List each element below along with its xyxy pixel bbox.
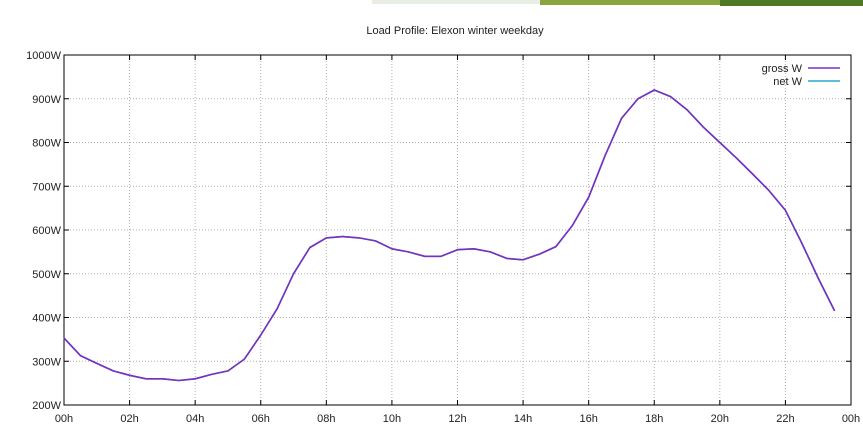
series-line — [63, 89, 836, 382]
x-tick-label: 00h — [842, 413, 860, 425]
y-tick-label: 1000W — [26, 50, 61, 62]
y-tick-label: 600W — [32, 225, 61, 237]
legend-label: gross W — [762, 63, 803, 75]
grid — [64, 55, 851, 405]
x-tick-label: 06h — [252, 413, 270, 425]
x-tick-label: 00h — [55, 413, 73, 425]
tick-labels: 200W 300W 400W 500W 600W 700W 800W 900W 1000W 00h… — [26, 50, 860, 425]
x-tick-label: 12h — [448, 413, 466, 425]
header-decoration — [372, 0, 863, 6]
x-tick-label: 04h — [186, 413, 204, 425]
x-tick-label: 22h — [776, 413, 794, 425]
series-lines — [63, 89, 836, 382]
y-tick-label: 500W — [32, 269, 61, 281]
x-tick-label: 10h — [383, 413, 401, 425]
x-tick-label: 02h — [120, 413, 138, 425]
y-tick-label: 400W — [32, 313, 61, 325]
x-tick-label: 20h — [711, 413, 729, 425]
y-tick-label: 800W — [32, 138, 61, 150]
y-tick-label: 700W — [32, 181, 61, 193]
chart-title: Load Profile: Elexon winter weekday — [366, 25, 544, 37]
y-tick-label: 900W — [32, 94, 61, 106]
series-line — [63, 89, 836, 382]
x-tick-label: 18h — [645, 413, 663, 425]
x-tick-label: 16h — [579, 413, 597, 425]
axes — [63, 54, 852, 406]
x-tick-label: 14h — [514, 413, 532, 425]
y-tick-label: 300W — [32, 356, 61, 368]
legend-label: net W — [773, 76, 802, 88]
x-tick-label: 08h — [317, 413, 335, 425]
y-tick-label: 200W — [32, 400, 61, 412]
plot-frame — [63, 54, 852, 406]
